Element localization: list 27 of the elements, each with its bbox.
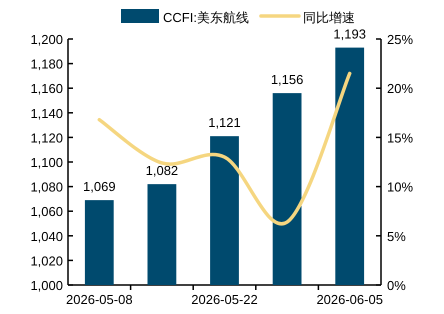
y-tick-label: 1,000 — [30, 278, 63, 293]
y-tick-label: 1,140 — [30, 106, 63, 121]
y2-tick-label: 20% — [387, 81, 414, 96]
data-label: 1,069 — [83, 179, 116, 194]
y-tick-label: 1,060 — [30, 204, 63, 220]
y2-tick-label: 10% — [387, 180, 414, 195]
data-label: 1,082 — [146, 163, 178, 178]
y-tick-label: 1,100 — [30, 155, 63, 170]
x-tick-label: 2026-05-08 — [66, 292, 133, 307]
y-tick-label: 1,020 — [30, 253, 63, 268]
y2-tick-label: 0% — [387, 278, 406, 293]
x-tick-label: 2026-05-22 — [191, 292, 258, 307]
y-tick-label: 1,120 — [30, 130, 63, 146]
y-tick-label: 1,080 — [30, 180, 63, 195]
y-tick-label: 1,180 — [30, 56, 63, 72]
data-label: 1,121 — [208, 115, 241, 130]
x-tick-label: 2026-06-05 — [316, 292, 383, 307]
y-tick-label: 1,040 — [30, 228, 63, 244]
y-tick-label: 1,160 — [30, 81, 63, 96]
legend-label: 同比增速 — [302, 10, 355, 25]
y2-tick-label: 25% — [387, 32, 414, 47]
y2-tick-label: 5% — [387, 228, 406, 244]
data-label: 1,156 — [270, 72, 304, 88]
data-label: 1,193 — [333, 26, 366, 42]
legend-label: CCFI:美东航线 — [163, 10, 249, 25]
y2-tick-label: 15% — [387, 130, 414, 146]
y-tick-label: 1,200 — [30, 32, 63, 47]
